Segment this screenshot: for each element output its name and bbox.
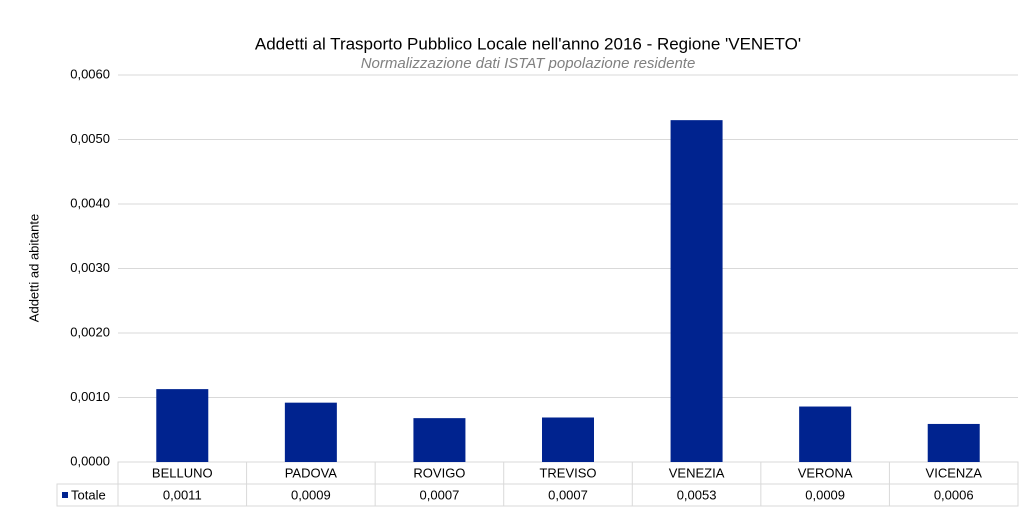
legend-swatch xyxy=(62,492,68,498)
data-label: 0,0007 xyxy=(548,487,588,502)
x-tick-label: ROVIGO xyxy=(413,465,465,480)
data-label: 0,0009 xyxy=(291,487,331,502)
x-tick-label: PADOVA xyxy=(285,465,338,480)
legend-label: Totale xyxy=(71,487,106,502)
bar xyxy=(542,417,594,462)
bar xyxy=(670,120,723,463)
y-tick-label: 0,0020 xyxy=(70,324,110,339)
y-tick-label: 0,0000 xyxy=(70,453,110,468)
x-tick-label: TREVISO xyxy=(539,465,596,480)
x-tick-label: VERONA xyxy=(798,465,853,480)
y-tick-label: 0,0060 xyxy=(70,66,110,81)
bar xyxy=(284,402,337,462)
y-axis-label: Addetti ad abitante xyxy=(26,214,41,322)
data-label: 0,0007 xyxy=(420,487,460,502)
bar xyxy=(927,423,980,462)
data-label: 0,0053 xyxy=(677,487,717,502)
table-cell xyxy=(56,483,1019,507)
data-label: 0,0009 xyxy=(805,487,845,502)
y-tick-label: 0,0040 xyxy=(70,195,110,210)
chart-subtitle: Normalizzazione dati ISTAT popolazione r… xyxy=(361,55,696,72)
data-label: 0,0006 xyxy=(934,487,974,502)
y-tick-label: 0,0050 xyxy=(70,131,110,146)
bar xyxy=(413,418,466,462)
bar xyxy=(799,406,852,462)
x-tick-label: BELLUNO xyxy=(152,465,213,480)
y-tick-label: 0,0010 xyxy=(70,389,110,404)
data-label: 0,0011 xyxy=(163,487,202,502)
chart-title: Addetti al Trasporto Pubblico Locale nel… xyxy=(255,34,801,53)
y-tick-label: 0,0030 xyxy=(70,260,110,275)
bar xyxy=(156,389,209,462)
x-tick-label: VENEZIA xyxy=(669,465,725,480)
x-tick-label: VICENZA xyxy=(926,465,983,480)
